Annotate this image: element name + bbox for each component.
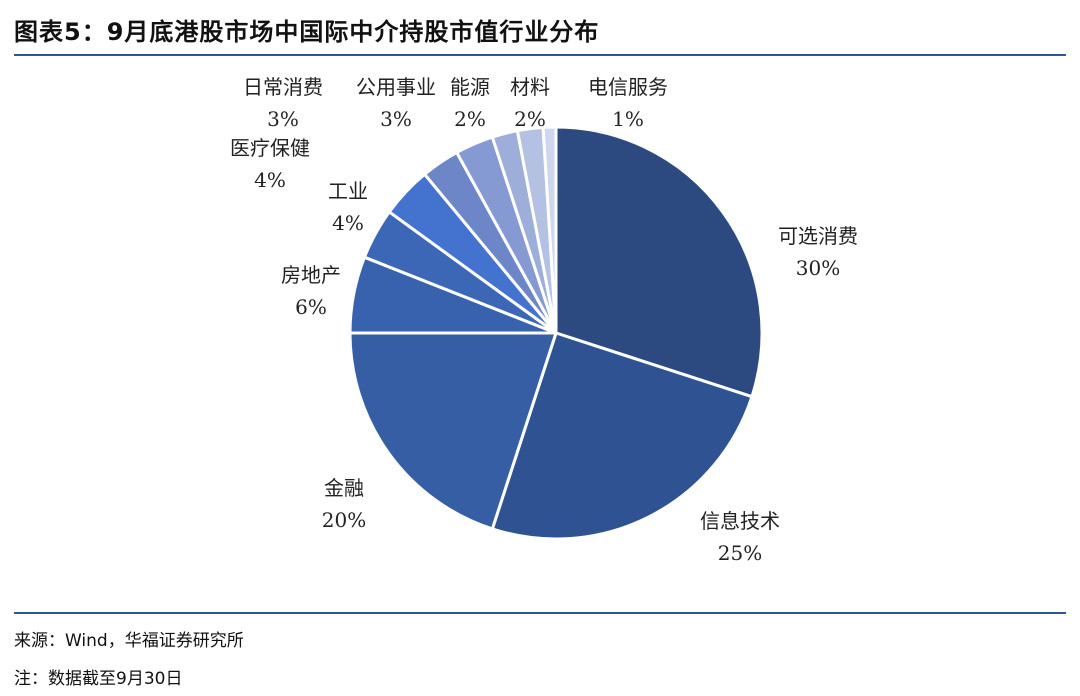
label-可选消费-name: 可选消费 <box>778 224 858 248</box>
label-信息技术-name: 信息技术 <box>700 509 780 533</box>
pie-slice-信息技术 <box>490 331 754 541</box>
pie-labels: 可选消费 30% 信息技术 25% 金融 20% 房地产 6% 工业 4% 医疗… <box>230 75 858 565</box>
label-材料-value: 2% <box>514 107 546 131</box>
bottom-divider <box>14 612 1066 614</box>
label-公用事业-name: 公用事业 <box>356 75 436 99</box>
source-note: 来源：Wind，华福证券研究所 <box>14 631 244 651</box>
pie-slice-电信服务 <box>541 125 558 335</box>
top-divider <box>14 54 1066 56</box>
label-医疗保健-name: 医疗保健 <box>230 136 310 160</box>
label-金融-value: 20% <box>322 508 366 532</box>
label-信息技术-value: 25% <box>718 541 762 565</box>
label-工业-value: 4% <box>332 211 364 235</box>
label-能源-value: 2% <box>454 107 486 131</box>
label-房地产-name: 房地产 <box>281 263 341 287</box>
label-金融-name: 金融 <box>324 476 364 500</box>
label-工业-name: 工业 <box>328 179 368 203</box>
date-note: 注：数据截至9月30日 <box>14 669 183 689</box>
pie-chart: 可选消费 30% 信息技术 25% 金融 20% 房地产 6% 工业 4% 医疗… <box>230 75 858 565</box>
label-能源-name: 能源 <box>450 75 490 99</box>
pie-slices <box>348 125 764 541</box>
label-房地产-value: 6% <box>295 295 327 319</box>
chart-title: 图表5：9月底港股市场中国际中介持股市值行业分布 <box>14 18 600 46</box>
label-电信服务-value: 1% <box>612 107 644 131</box>
label-日常消费-name: 日常消费 <box>243 75 323 99</box>
pie-slice-可选消费 <box>554 125 764 399</box>
label-日常消费-value: 3% <box>267 107 299 131</box>
label-医疗保健-value: 4% <box>254 168 286 192</box>
label-公用事业-value: 3% <box>380 107 412 131</box>
label-电信服务-name: 电信服务 <box>588 75 668 99</box>
pie-slice-金融 <box>348 331 558 531</box>
label-材料-name: 材料 <box>510 75 550 99</box>
label-可选消费-value: 30% <box>796 256 840 280</box>
